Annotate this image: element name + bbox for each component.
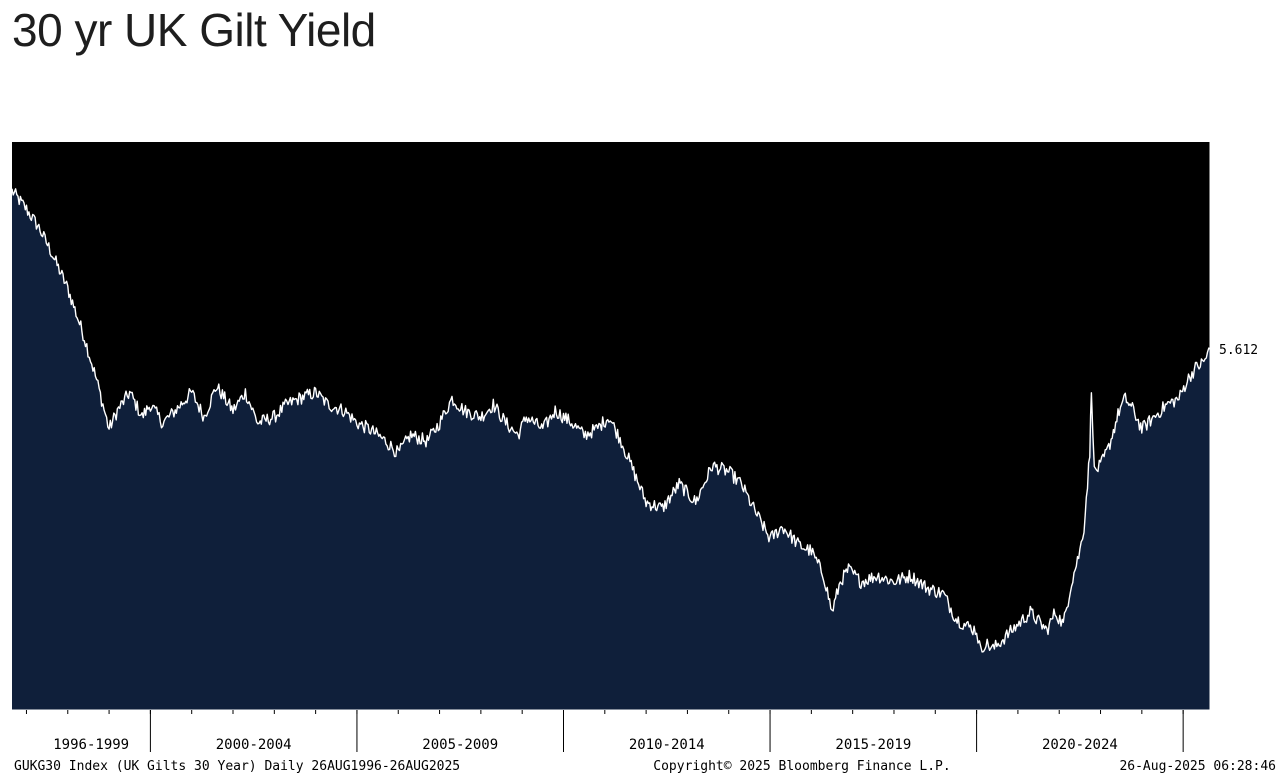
- y-tick-label: 8.000: [1219, 197, 1258, 212]
- y-tick: 1.000: [1210, 625, 1258, 640]
- x-period-label: 2020-2024: [1042, 737, 1118, 753]
- footer-copyright: Copyright© 2025 Bloomberg Finance L.P.: [653, 759, 950, 774]
- y-tick-label: 4.000: [1219, 441, 1258, 456]
- x-axis-ticks: 1996-1999 2000-2004 2005-2009 2010-2014 2015…: [25, 710, 1184, 753]
- x-period-label: 2010-2014: [629, 737, 705, 753]
- last-value-label: 5.612: [1219, 343, 1258, 358]
- footer-series-label: GUKG30 Index (UK Gilts 30 Year) Daily 26…: [14, 759, 460, 774]
- y-axis-ticks: 0.000 1.000 2.000 3.000 4.000 5.000 6.000 7.000…: [1210, 156, 1258, 708]
- y-tick-label: 7.000: [1219, 258, 1258, 273]
- x-period-label: 1996-1999: [53, 737, 129, 753]
- y-tick-label: 1.000: [1219, 625, 1258, 640]
- y-tick: 8.000: [1210, 197, 1258, 212]
- y-tick: 5.000: [1210, 380, 1258, 395]
- y-tick-label: 6.000: [1219, 319, 1258, 334]
- y-tick-label: 2.000: [1219, 564, 1258, 579]
- x-period-label: 2005-2009: [422, 737, 498, 753]
- y-tick: 3.000: [1210, 502, 1258, 517]
- y-tick: 6.000: [1210, 319, 1258, 334]
- last-value-flag: [1210, 338, 1266, 359]
- y-tick-label: 0.000: [1219, 686, 1258, 701]
- footer-timestamp: 26-Aug-2025 06:28:46: [1119, 759, 1276, 774]
- y-tick: 4.000: [1210, 441, 1258, 456]
- y-tick: 7.000: [1210, 258, 1258, 273]
- y-tick: 2.000: [1210, 564, 1258, 579]
- page-title: 30 yr UK Gilt Yield: [12, 4, 376, 56]
- series-line: [11, 188, 1211, 653]
- last-value-marker: 5.612: [1210, 338, 1266, 359]
- x-period-label: 2000-2004: [216, 737, 292, 753]
- x-period-label: 2015-2019: [835, 737, 911, 753]
- y-tick-label: 5.000: [1219, 380, 1258, 395]
- y-tick-label: 3.000: [1219, 502, 1258, 517]
- series-area: [12, 188, 1210, 711]
- y-tick: 0.000: [1210, 686, 1258, 701]
